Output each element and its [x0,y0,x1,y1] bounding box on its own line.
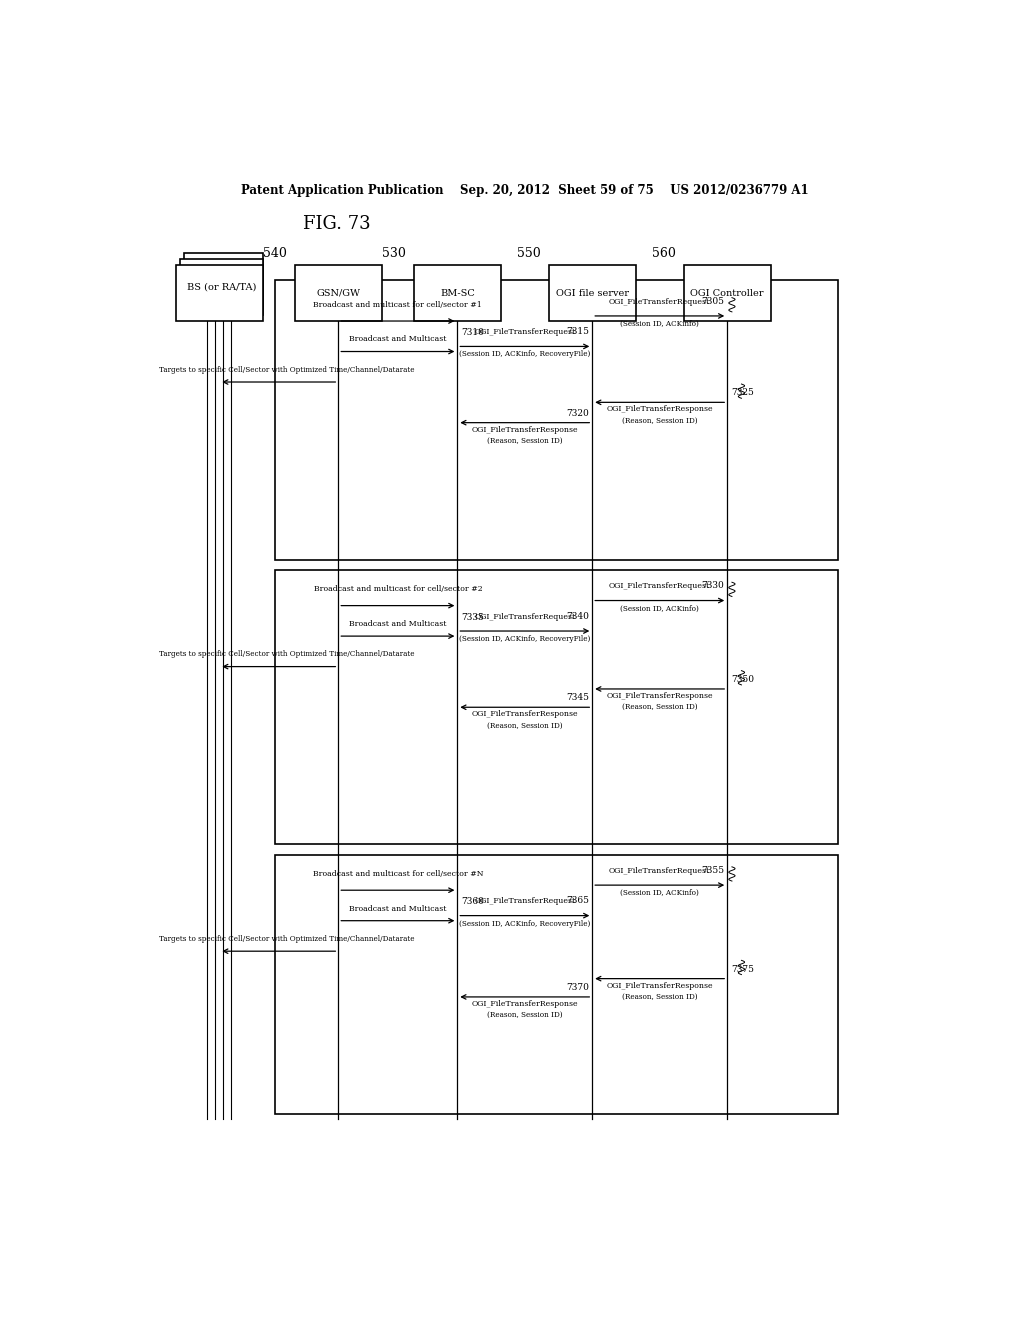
FancyBboxPatch shape [176,265,263,321]
FancyBboxPatch shape [684,265,771,321]
Text: OGI_FileTransferRequest: OGI_FileTransferRequest [474,612,575,620]
Text: OGI_FileTransferResponse: OGI_FileTransferResponse [606,692,713,700]
Text: (Session ID, ACKinfo, RecoveryFile): (Session ID, ACKinfo, RecoveryFile) [459,351,591,359]
Text: 7360: 7360 [461,898,484,907]
Text: BM-SC: BM-SC [440,289,475,297]
Text: (Session ID, ACKinfo, RecoveryFile): (Session ID, ACKinfo, RecoveryFile) [459,920,591,928]
Text: BS (or RA/TA): BS (or RA/TA) [187,282,256,292]
FancyBboxPatch shape [549,265,636,321]
Text: (Reason, Session ID): (Reason, Session ID) [487,1011,562,1019]
Text: Broadcast and Multicast: Broadcast and Multicast [349,904,446,912]
FancyBboxPatch shape [183,253,263,309]
Text: 7370: 7370 [566,983,589,991]
FancyBboxPatch shape [414,265,501,321]
Text: (Reason, Session ID): (Reason, Session ID) [622,993,697,1001]
Text: (Reason, Session ID): (Reason, Session ID) [487,437,562,445]
Text: 7320: 7320 [566,409,589,417]
Text: Targets to specific Cell/Sector with Optimized Time/Channel/Datarate: Targets to specific Cell/Sector with Opt… [159,651,415,659]
Text: 7325: 7325 [731,388,754,397]
Text: OGI_FileTransferRequest: OGI_FileTransferRequest [609,867,711,875]
Text: (Session ID, ACKinfo): (Session ID, ACKinfo) [621,890,699,898]
Text: Broadcast and Multicast: Broadcast and Multicast [349,620,446,628]
Text: 7335: 7335 [461,612,484,622]
Text: OGI file server: OGI file server [556,289,629,297]
Text: (Session ID, ACKinfo): (Session ID, ACKinfo) [621,605,699,612]
Text: (Session ID, ACKinfo): (Session ID, ACKinfo) [621,319,699,327]
Text: OGI_FileTransferResponse: OGI_FileTransferResponse [471,710,579,718]
Text: 540: 540 [263,247,287,260]
Text: 7345: 7345 [566,693,589,702]
FancyBboxPatch shape [179,259,263,315]
Text: Broadcast and multicast for cell/sector #2: Broadcast and multicast for cell/sector … [313,585,482,594]
Text: OGI_FileTransferRequest: OGI_FileTransferRequest [609,298,711,306]
Text: OGI_FileTransferResponse: OGI_FileTransferResponse [471,1001,579,1008]
Text: 7350: 7350 [731,675,754,684]
Text: Targets to specific Cell/Sector with Optimized Time/Channel/Datarate: Targets to specific Cell/Sector with Opt… [159,935,415,942]
Text: Broadcast and multicast for cell/sector #1: Broadcast and multicast for cell/sector … [313,301,482,309]
Text: OGI_FileTransferResponse: OGI_FileTransferResponse [606,405,713,413]
FancyBboxPatch shape [295,265,382,321]
Text: 7305: 7305 [701,297,724,306]
Text: 7310: 7310 [461,329,484,337]
Text: OGI_FileTransferRequest: OGI_FileTransferRequest [609,582,711,590]
Text: OGI Controller: OGI Controller [690,289,764,297]
Text: (Session ID, ACKinfo, RecoveryFile): (Session ID, ACKinfo, RecoveryFile) [459,635,591,643]
Text: 560: 560 [651,247,676,260]
Text: 530: 530 [382,247,406,260]
Text: 7330: 7330 [701,581,724,590]
Text: (Reason, Session ID): (Reason, Session ID) [622,417,697,425]
Text: 7375: 7375 [731,965,754,974]
Text: 7340: 7340 [566,612,589,620]
Text: OGI_FileTransferResponse: OGI_FileTransferResponse [471,426,579,434]
Text: GSN/GW: GSN/GW [316,289,360,297]
Text: Broadcast and Multicast: Broadcast and Multicast [349,335,446,343]
Text: Broadcast and multicast for cell/sector #N: Broadcast and multicast for cell/sector … [312,870,483,878]
Text: (Reason, Session ID): (Reason, Session ID) [622,704,697,711]
Text: FIG. 73: FIG. 73 [303,215,371,234]
Text: 7315: 7315 [566,327,589,337]
Text: OGI_FileTransferRequest: OGI_FileTransferRequest [474,329,575,337]
Text: OGI_FileTransferRequest: OGI_FileTransferRequest [474,898,575,906]
Text: (Reason, Session ID): (Reason, Session ID) [487,722,562,730]
Text: 550: 550 [517,247,541,260]
Text: Targets to specific Cell/Sector with Optimized Time/Channel/Datarate: Targets to specific Cell/Sector with Opt… [159,366,415,374]
Text: 7355: 7355 [700,866,724,875]
Text: Patent Application Publication    Sep. 20, 2012  Sheet 59 of 75    US 2012/02367: Patent Application Publication Sep. 20, … [241,183,809,197]
Text: 7365: 7365 [566,896,589,906]
Text: OGI_FileTransferResponse: OGI_FileTransferResponse [606,982,713,990]
